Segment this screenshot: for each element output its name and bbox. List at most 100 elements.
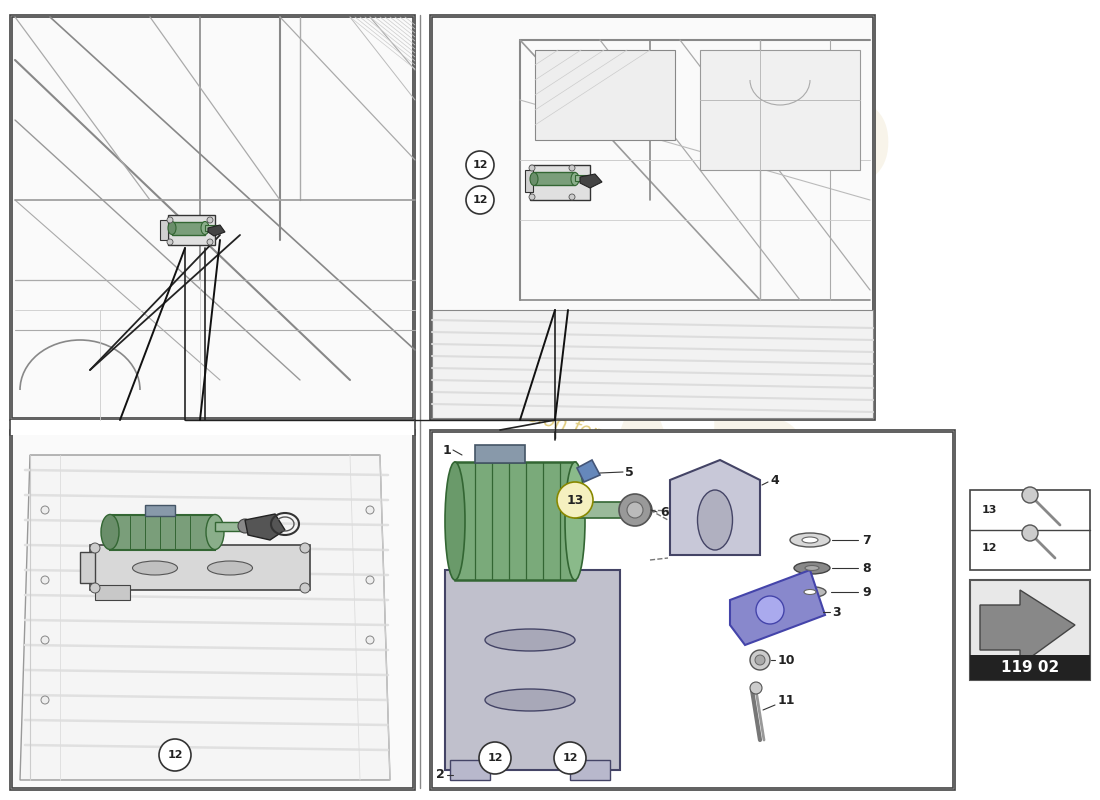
Ellipse shape (804, 590, 816, 594)
Polygon shape (475, 445, 525, 463)
Text: 12: 12 (562, 753, 578, 763)
Bar (10, 420, 415, 435)
Circle shape (41, 696, 50, 704)
Polygon shape (80, 552, 95, 583)
Text: 13: 13 (566, 494, 584, 506)
Circle shape (300, 583, 310, 593)
Text: a passion for parts since 1985: a passion for parts since 1985 (475, 393, 764, 487)
Circle shape (41, 576, 50, 584)
Circle shape (160, 739, 191, 771)
Polygon shape (534, 172, 575, 185)
Polygon shape (208, 225, 226, 236)
Text: 7: 7 (862, 534, 871, 546)
Circle shape (628, 498, 652, 522)
Ellipse shape (132, 561, 177, 575)
Text: 12: 12 (982, 543, 998, 553)
Circle shape (41, 506, 50, 514)
Polygon shape (145, 505, 175, 516)
Circle shape (300, 543, 310, 553)
Circle shape (478, 742, 512, 774)
Polygon shape (450, 760, 490, 780)
Bar (430, 430, 955, 790)
Text: 13: 13 (982, 505, 998, 515)
Circle shape (756, 596, 784, 624)
Ellipse shape (794, 586, 826, 598)
Ellipse shape (201, 222, 209, 234)
Text: auto
SP
AR
ES: auto SP AR ES (505, 67, 895, 733)
Polygon shape (530, 165, 590, 200)
Polygon shape (12, 17, 412, 418)
Ellipse shape (485, 629, 575, 651)
Circle shape (529, 165, 535, 171)
Text: 1: 1 (442, 443, 451, 457)
Ellipse shape (802, 537, 818, 543)
Circle shape (167, 217, 173, 223)
Polygon shape (575, 502, 640, 518)
Ellipse shape (101, 514, 119, 550)
Circle shape (167, 239, 173, 245)
Ellipse shape (805, 566, 820, 570)
Text: 6: 6 (660, 506, 669, 518)
Text: 11: 11 (778, 694, 795, 706)
Polygon shape (90, 545, 310, 590)
Polygon shape (575, 175, 589, 181)
Polygon shape (455, 462, 575, 580)
Text: 2: 2 (437, 769, 446, 782)
Text: 12: 12 (472, 195, 487, 205)
Bar (970, 490, 1090, 570)
Circle shape (557, 482, 593, 518)
Polygon shape (980, 590, 1075, 665)
Text: 12: 12 (472, 160, 487, 170)
Circle shape (207, 239, 213, 245)
Polygon shape (172, 222, 205, 235)
Circle shape (466, 151, 494, 179)
Circle shape (1022, 487, 1038, 503)
Circle shape (366, 636, 374, 644)
Polygon shape (670, 460, 760, 555)
Circle shape (569, 194, 575, 200)
Circle shape (366, 506, 374, 514)
Polygon shape (446, 570, 620, 770)
Circle shape (90, 543, 100, 553)
Bar (700, 50, 860, 170)
Circle shape (207, 217, 213, 223)
Circle shape (755, 655, 764, 665)
Polygon shape (580, 174, 602, 188)
Bar (535, 50, 675, 140)
Text: 8: 8 (862, 562, 870, 574)
Bar (10, 15, 415, 420)
Polygon shape (432, 17, 873, 418)
Polygon shape (570, 760, 611, 780)
Circle shape (619, 494, 651, 526)
Circle shape (466, 186, 494, 214)
Text: 4: 4 (770, 474, 779, 486)
Circle shape (41, 636, 50, 644)
Text: 12: 12 (487, 753, 503, 763)
Ellipse shape (790, 533, 830, 547)
Text: 119 02: 119 02 (1001, 659, 1059, 674)
Polygon shape (95, 585, 130, 600)
Circle shape (366, 576, 374, 584)
Ellipse shape (485, 689, 575, 711)
Bar (525, 170, 533, 192)
Ellipse shape (794, 562, 830, 574)
Text: 3: 3 (832, 606, 840, 618)
Text: 10: 10 (778, 654, 795, 666)
Circle shape (750, 682, 762, 694)
Ellipse shape (530, 173, 538, 186)
Ellipse shape (446, 462, 465, 580)
Text: 5: 5 (625, 466, 634, 478)
Ellipse shape (565, 462, 585, 580)
Circle shape (569, 165, 575, 171)
Text: 9: 9 (862, 586, 870, 598)
Polygon shape (110, 515, 214, 550)
Circle shape (627, 502, 644, 518)
Ellipse shape (208, 561, 253, 575)
Circle shape (1022, 525, 1038, 541)
Polygon shape (578, 460, 600, 482)
Polygon shape (12, 432, 412, 788)
Circle shape (750, 650, 770, 670)
Text: 12: 12 (167, 750, 183, 760)
Bar (430, 15, 874, 420)
Polygon shape (432, 432, 953, 788)
